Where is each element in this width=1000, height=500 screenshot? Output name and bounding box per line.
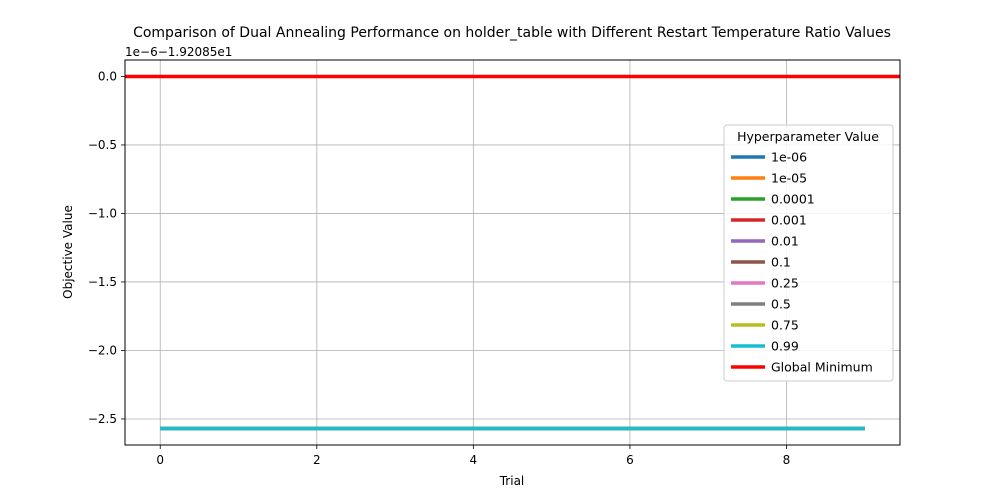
legend: Hyperparameter Value 1e-06 1e-05 0.0001 0.0… bbox=[723, 124, 894, 382]
legend-entry-label: 0.75 bbox=[771, 318, 799, 333]
legend-entry-label: 0.25 bbox=[771, 276, 799, 291]
y-axis-label: Objective Value bbox=[61, 205, 75, 299]
legend-entry-label: 1e-05 bbox=[771, 171, 807, 186]
legend-entry-label: 1e-06 bbox=[771, 150, 807, 165]
series-lines bbox=[125, 74, 900, 431]
x-tick-label: 0 bbox=[156, 453, 164, 467]
y-axis-ticks: 0.0 −0.5 −1.0 −1.5 −2.0 −2.5 bbox=[88, 69, 125, 426]
legend-entry-label: Global Minimum bbox=[771, 360, 873, 375]
x-axis-ticks: 0 2 4 6 8 bbox=[156, 445, 790, 467]
chart-title: Comparison of Dual Annealing Performance… bbox=[133, 25, 891, 41]
legend-entry-label: 0.99 bbox=[771, 339, 799, 354]
x-tick-label: 4 bbox=[470, 453, 478, 467]
x-tick-label: 6 bbox=[626, 453, 634, 467]
legend-items: 1e-06 1e-05 0.0001 0.001 0.01 0.1 0.25 0.5 0.75 0… bbox=[731, 150, 873, 375]
y-tick-label: −1.5 bbox=[88, 275, 117, 289]
plot-frame bbox=[124, 59, 901, 446]
y-offset-text: 1e−6−1.92085e1 bbox=[125, 45, 232, 59]
y-tick-label: −2.5 bbox=[88, 412, 117, 426]
legend-title: Hyperparameter Value bbox=[737, 129, 879, 144]
legend-entry-label: 0.001 bbox=[771, 213, 807, 228]
legend-box bbox=[723, 124, 894, 382]
y-tick-label: 0.0 bbox=[98, 69, 117, 83]
legend-entry-label: 0.0001 bbox=[771, 192, 815, 207]
legend-entry-label: 0.1 bbox=[771, 255, 791, 270]
y-tick-label: −0.5 bbox=[88, 138, 117, 152]
y-tick-label: −1.0 bbox=[88, 206, 117, 220]
x-axis-label: Trial bbox=[499, 474, 525, 488]
x-tick-label: 8 bbox=[783, 453, 791, 467]
x-tick-label: 2 bbox=[313, 453, 321, 467]
y-tick-label: −2.0 bbox=[88, 343, 117, 357]
legend-entry-label: 0.01 bbox=[771, 234, 799, 249]
legend-entry-label: 0.5 bbox=[771, 297, 791, 312]
